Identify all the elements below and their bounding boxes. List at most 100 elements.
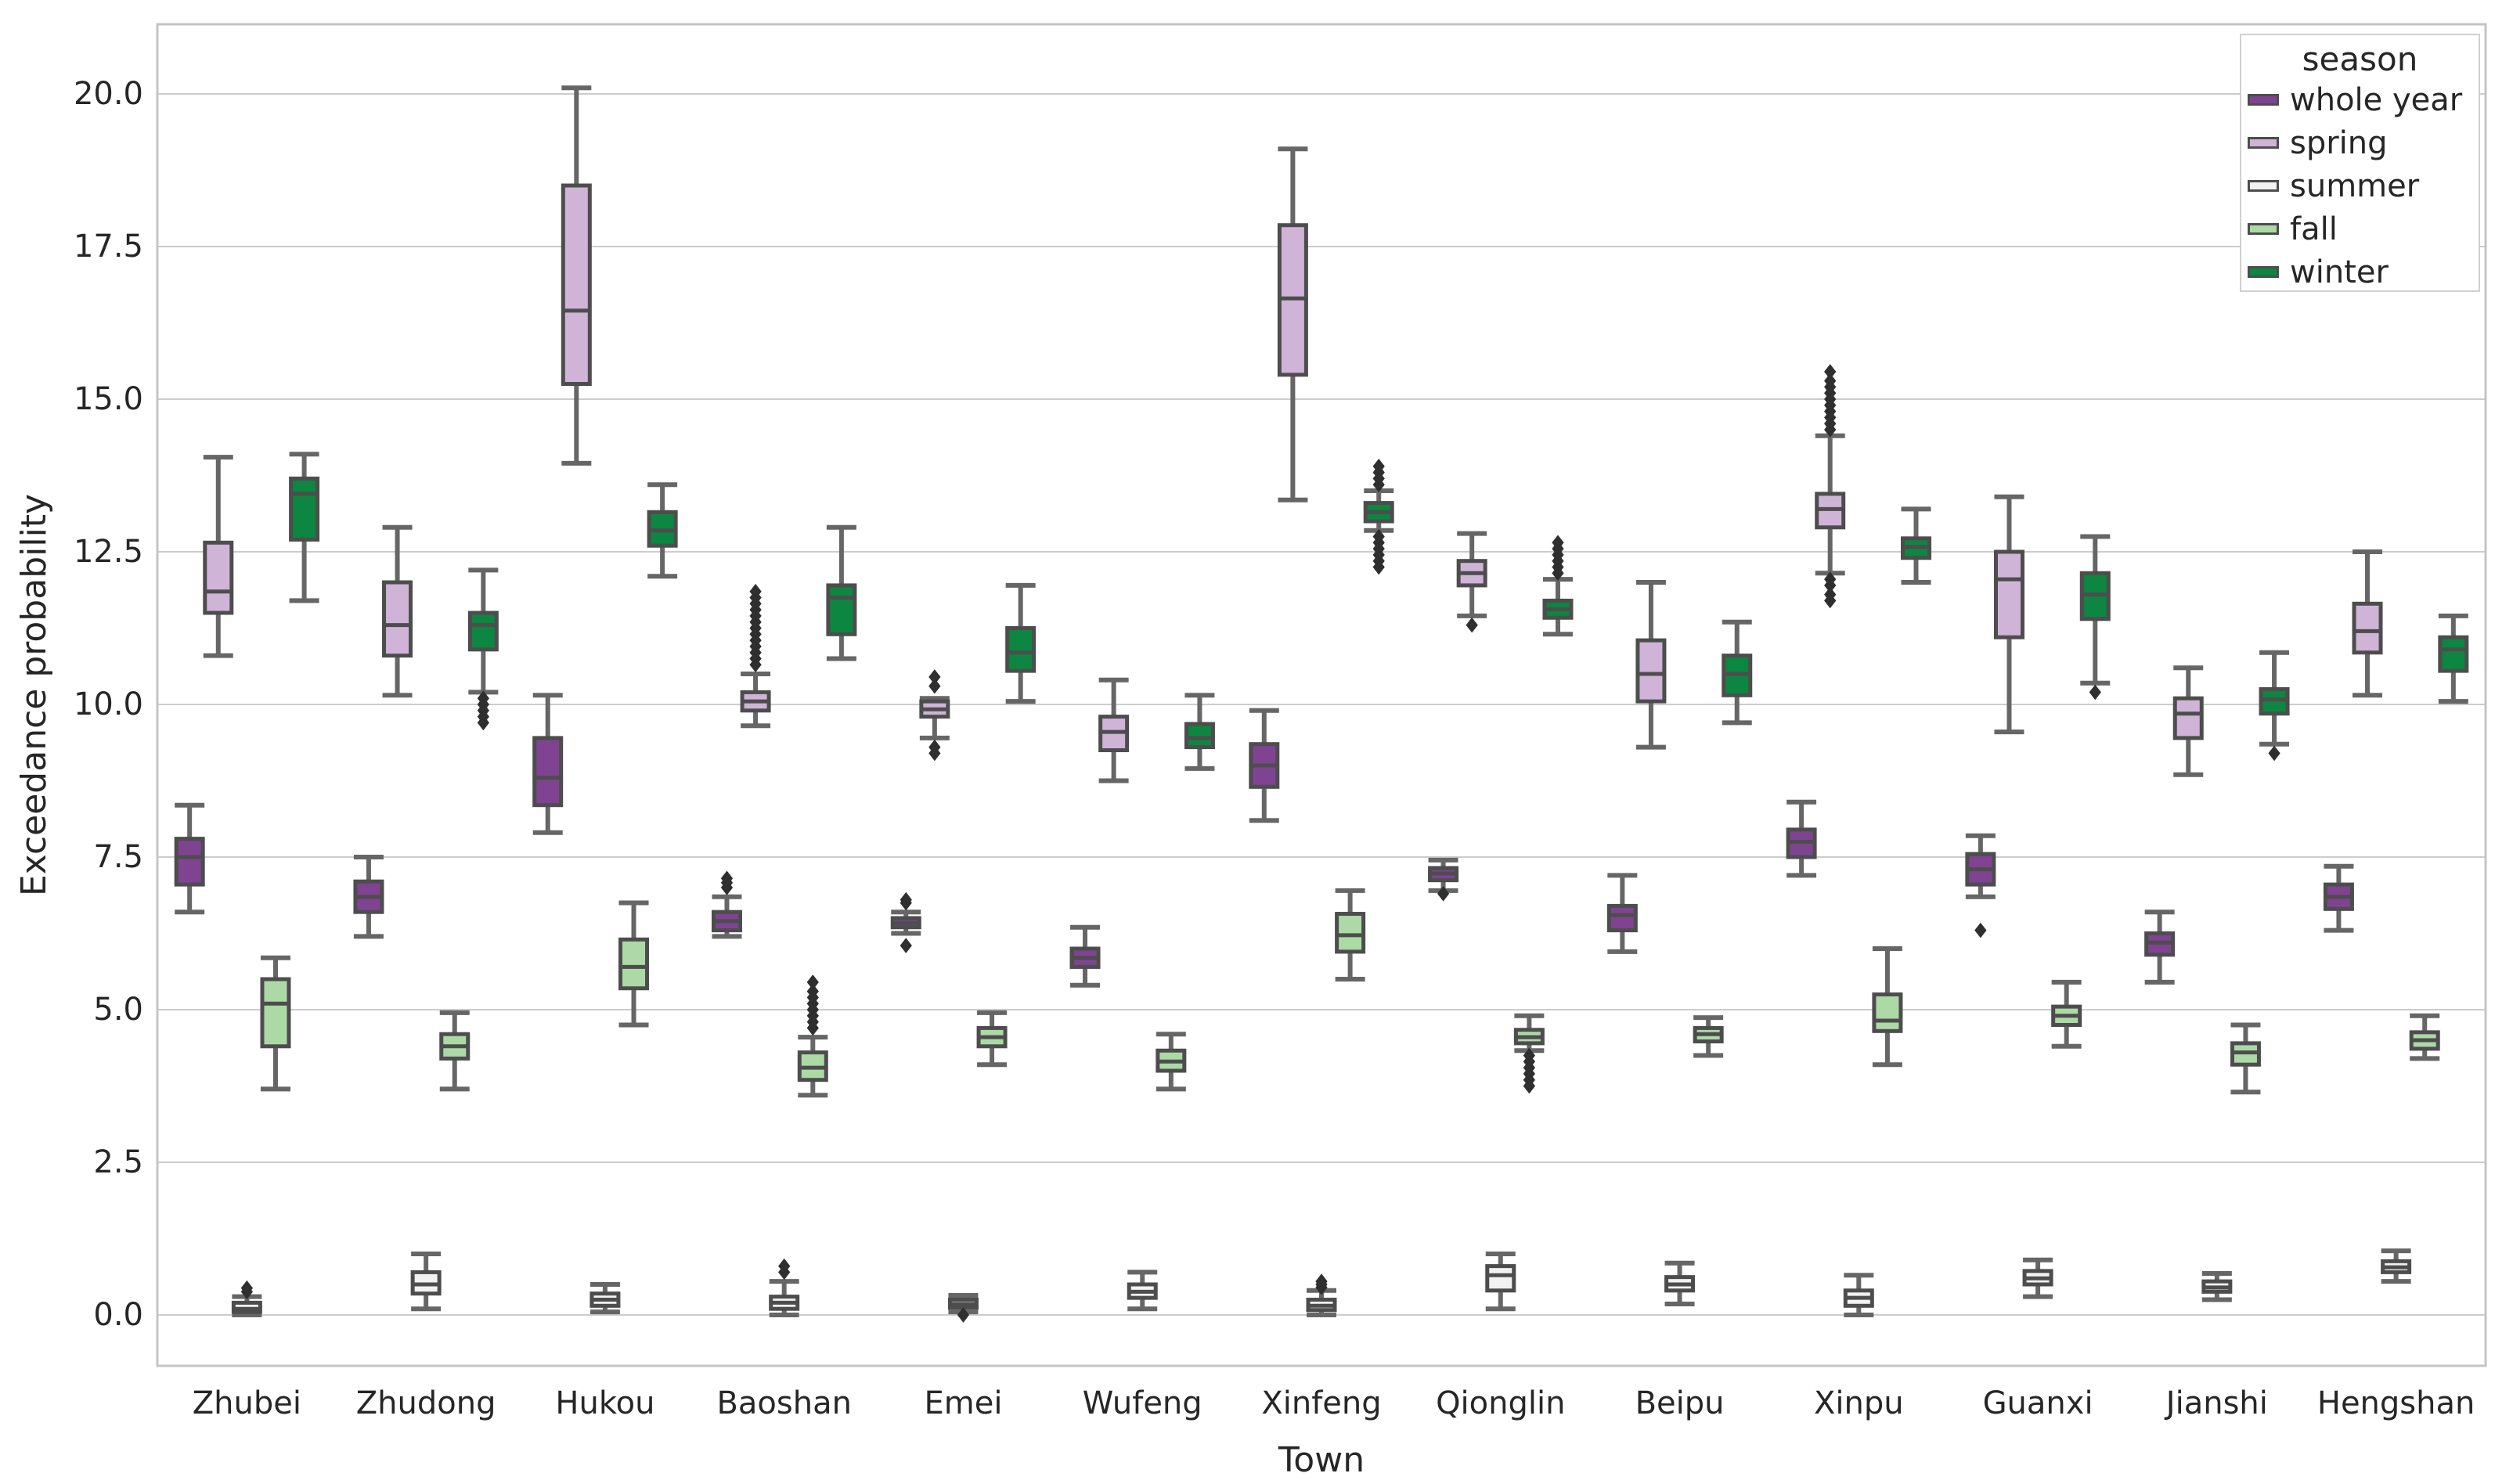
outlier-marker [2268, 745, 2280, 762]
iqr-box [1005, 626, 1037, 673]
legend-label-winter: winter [2290, 254, 2389, 290]
iqr-box [1635, 638, 1667, 704]
box-whole-year-Wufeng [1069, 924, 1101, 988]
outlier-marker [1824, 364, 1837, 380]
legend-entry-whole-year: whole year [2241, 78, 2479, 121]
box-fall-Baoshan [797, 974, 828, 1098]
box-whole-year-Qionglin [1428, 857, 1459, 902]
box-winter-Xinfeng [1363, 458, 1394, 575]
x-tick-label-Hukou: Hukou [555, 1385, 655, 1421]
y-tick-label-17.5: 17.5 [73, 229, 143, 265]
outlier-marker [477, 690, 489, 707]
box-fall-Qionglin [1513, 1013, 1545, 1094]
box-spring-Zhubei [203, 455, 234, 658]
box-winter-Emei [1005, 582, 1037, 704]
outlier-marker [1372, 458, 1385, 474]
legend-swatch-fall [2248, 223, 2279, 235]
outlier-marker [749, 583, 762, 600]
iqr-box [826, 583, 857, 636]
outlier-marker [928, 669, 941, 685]
box-whole-year-Xinpu [1786, 799, 1817, 878]
box-spring-Hengshan [2352, 549, 2383, 698]
box-whole-year-Baoshan [711, 870, 742, 939]
box-winter-Xinpu [1901, 506, 1932, 585]
box-summer-Wufeng [1127, 1270, 1158, 1312]
legend-entry-winter: winter [2241, 250, 2479, 294]
legend-label-whole-year: whole year [2290, 81, 2463, 118]
y-tick-label-12.5: 12.5 [73, 534, 143, 570]
x-tick-label-Zhubei: Zhubei [192, 1385, 301, 1421]
x-axis-title: Town [1278, 1440, 1365, 1480]
outlier-marker [778, 1258, 791, 1274]
box-fall-Zhudong [439, 1010, 471, 1092]
box-spring-Xinfeng [1277, 146, 1308, 502]
x-tick-label-Beipu: Beipu [1635, 1385, 1725, 1421]
box-summer-Guanxi [2022, 1257, 2053, 1299]
legend-label-spring: spring [2290, 124, 2388, 161]
box-fall-Zhubei [260, 955, 291, 1092]
box-winter-Zhubei [289, 452, 320, 603]
outlier-marker [2089, 684, 2101, 701]
y-tick-label-15.0: 15.0 [73, 381, 143, 417]
iqr-box [1872, 992, 1903, 1033]
box-spring-Beipu [1635, 580, 1667, 750]
box-summer-Baoshan [769, 1258, 800, 1317]
box-fall-Emei [976, 1010, 1008, 1068]
box-whole-year-Emei [890, 891, 921, 953]
y-tick-label-0.0: 0.0 [93, 1297, 143, 1333]
y-axis-title: Exceedance probability [14, 493, 54, 897]
iqr-box [2438, 635, 2469, 673]
box-spring-Jianshi [2172, 665, 2204, 777]
box-summer-Hengshan [2381, 1248, 2412, 1284]
y-tick-label-20.0: 20.0 [73, 76, 143, 112]
box-summer-Zhudong [410, 1252, 442, 1312]
legend-swatch-summer [2248, 180, 2279, 192]
box-winter-Hengshan [2438, 613, 2469, 704]
x-tick-label-Hengshan: Hengshan [2317, 1385, 2475, 1421]
legend-entry-spring: spring [2241, 121, 2479, 164]
x-tick-label-Xinpu: Xinpu [1813, 1385, 1904, 1421]
iqr-box [2172, 696, 2204, 740]
box-fall-Jianshi [2230, 1022, 2261, 1095]
box-spring-Xinpu [1815, 364, 1846, 609]
iqr-box [203, 540, 234, 615]
outlier-marker [900, 938, 912, 953]
box-whole-year-Hukou [532, 693, 564, 835]
iqr-box [561, 183, 592, 386]
outlier-marker [1824, 571, 1837, 587]
x-tick-label-Zhudong: Zhudong [355, 1385, 496, 1421]
box-spring-Qionglin [1456, 531, 1487, 633]
box-summer-Hukou [589, 1282, 621, 1315]
iqr-box [2352, 601, 2383, 655]
iqr-box [1485, 1264, 1516, 1293]
legend-label-fall: fall [2290, 211, 2338, 247]
box-winter-Hukou [647, 482, 678, 579]
outlier-marker [1437, 885, 1450, 902]
box-spring-Zhudong [382, 524, 413, 698]
x-tick-label-Qionglin: Qionglin [1436, 1385, 1566, 1421]
legend-title: season [2302, 40, 2418, 78]
outlier-marker [1372, 528, 1385, 545]
x-tick-label-Jianshi: Jianshi [2165, 1385, 2268, 1421]
box-summer-Zhubei [231, 1280, 262, 1317]
box-winter-Guanxi [2079, 534, 2111, 701]
y-tick-label-2.5: 2.5 [93, 1144, 143, 1180]
iqr-box [1184, 722, 1215, 750]
box-spring-Emei [919, 669, 950, 762]
iqr-box [618, 937, 650, 991]
outlier-marker [1974, 922, 1987, 938]
outlier-marker [720, 870, 734, 887]
legend-entry-summer: summer [2241, 164, 2479, 207]
box-whole-year-Xinfeng [1249, 708, 1280, 823]
outlier-marker [928, 745, 941, 762]
box-winter-Beipu [1722, 619, 1753, 726]
outlier-marker [1552, 535, 1564, 551]
legend-swatch-whole-year [2248, 94, 2279, 106]
iqr-box [1993, 549, 2024, 639]
outlier-marker [900, 891, 912, 908]
box-spring-Hukou [561, 85, 592, 466]
iqr-box [467, 611, 499, 652]
box-spring-Guanxi [1993, 494, 2024, 735]
